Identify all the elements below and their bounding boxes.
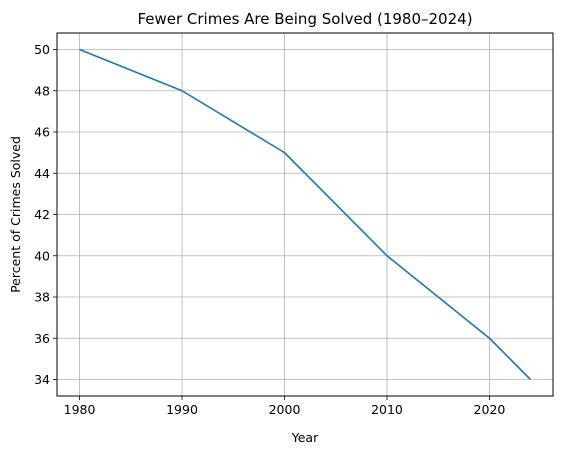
x-tick-label: 1980 [64, 402, 96, 417]
series-layer [79, 48, 532, 381]
x-tick-label: 1990 [166, 402, 198, 417]
y-tick-label: 34 [34, 372, 50, 387]
y-tick-label: 40 [34, 248, 50, 263]
x-tick-label: 2010 [371, 402, 403, 417]
x-tick-label: 2000 [269, 402, 301, 417]
y-tick-label: 48 [34, 83, 50, 98]
y-axis-ticks: 34 36 38 40 42 44 46 48 50 [34, 42, 57, 387]
series-line [79, 48, 532, 381]
y-tick-label: 46 [34, 125, 50, 140]
y-tick-label: 36 [34, 331, 50, 346]
y-tick-label: 42 [34, 207, 50, 222]
x-axis-label: Year [291, 430, 319, 445]
chart-title: Fewer Crimes Are Being Solved (1980–2024… [137, 10, 472, 28]
y-axis-label: Percent of Crimes Solved [8, 136, 23, 293]
grid-lines [57, 33, 553, 396]
x-axis-ticks: 1980 1990 2000 2010 2020 [64, 396, 506, 417]
y-tick-label: 44 [34, 166, 50, 181]
y-tick-label: 50 [34, 42, 50, 57]
x-tick-label: 2020 [474, 402, 506, 417]
y-tick-label: 38 [34, 290, 50, 305]
